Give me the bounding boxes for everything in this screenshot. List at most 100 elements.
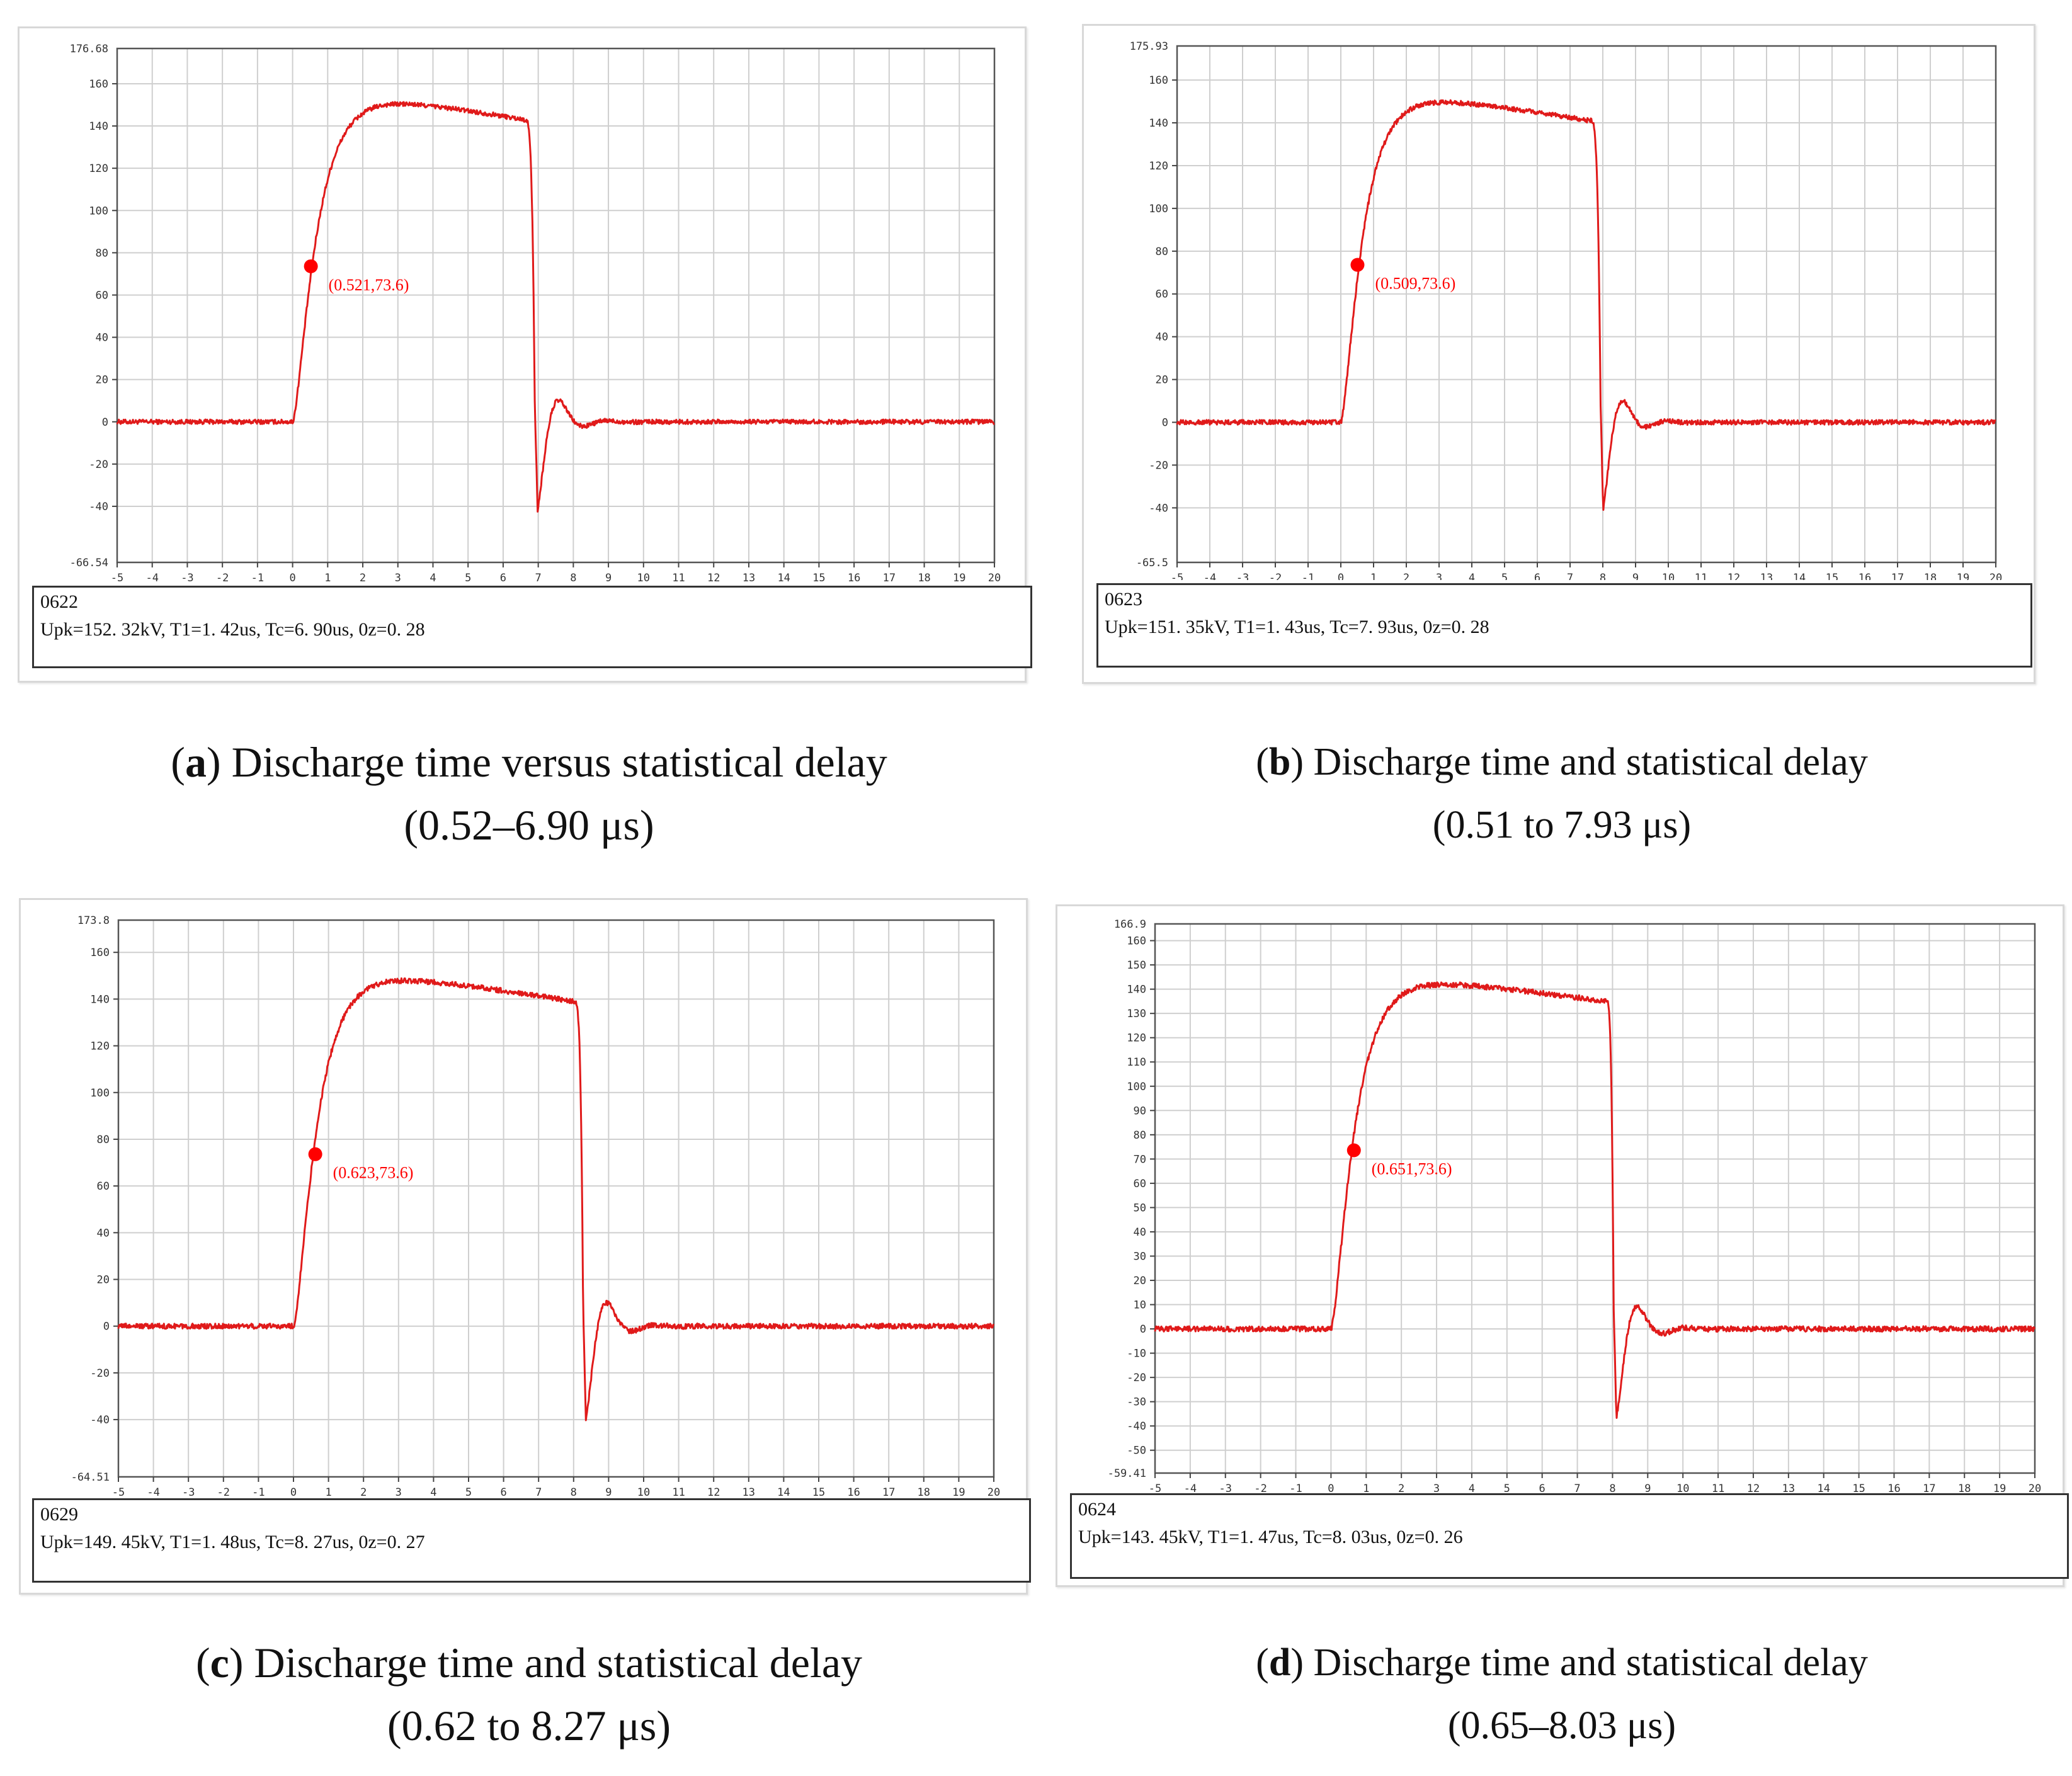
plot-frame-c [117,919,995,1478]
caption-b: (b) Discharge time and statistical delay… [1256,741,1868,846]
marker-label-c: (0.623,73.6) [333,1164,414,1182]
x-tick-label: 10 [1662,572,1675,580]
x-tick-label: 11 [672,572,685,583]
y-tick-label: -10 [1127,1348,1146,1360]
x-tick-label: 20 [988,572,1001,583]
y-tick-label: 0 [103,1321,110,1333]
chart-c: -5 -4 -3 -2 -1 0 1 2 3 4 5 6 7 8 9 10 11 12 13 14 15 16 17 18 19… [71,914,1001,1497]
x-tick-label: 17 [1923,1483,1935,1492]
x-tick-label: 3 [395,572,401,583]
y-tick-label: 20 [1156,374,1168,387]
x-tick-label: 15 [812,1486,825,1497]
marker-label-a: (0.521,73.6) [329,276,409,294]
x-tick-label: 5 [465,572,471,583]
x-tick-label: 2 [360,572,366,583]
x-tick-label: 11 [1695,572,1707,580]
y-tick-label: 120 [1149,160,1168,173]
panel-d: -5 -4 -3 -2 -1 0 1 2 3 4 5 6 7 8 9 10 11 12 13 14 15 16 17 18 19… [1056,904,2069,1587]
x-tick-label: 5 [1504,1483,1510,1492]
x-tick-label: 20 [2029,1483,2041,1492]
y-min-label: -65.5 [1136,557,1168,569]
record-id-a: 0622 [40,591,78,612]
caption-b-text: Discharge time and statistical delay [1313,741,1868,783]
y-tick-label: -40 [1149,502,1168,515]
y-min-label: -59.41 [1108,1467,1146,1480]
y-tick-label: 0 [1140,1323,1146,1336]
x-tick-label: -3 [1219,1483,1232,1492]
params-b: Upk=151. 35kV, T1=1. 43us, Tc=7. 93us, 0… [1105,617,1489,637]
grid-d [1154,924,2035,1473]
y-tick-label: 120 [89,162,108,175]
caption-a-range: (0.52–6.90 μs) [404,801,654,849]
caption-a: (a) Discharge time versus statistical de… [171,738,887,849]
x-tick-label: 4 [430,572,436,583]
grid-b [1176,46,1996,562]
caption-d-text: Discharge time and statistical delay [1313,1641,1868,1684]
x-tick-label: 14 [777,572,790,583]
y-tick-label: 20 [1134,1275,1146,1287]
x-tick-label: -5 [111,572,123,583]
x-tick-label: 6 [500,572,506,583]
axes-c: -5 -4 -3 -2 -1 0 1 2 3 4 5 6 7 8 9 10 11 12 13 14 15 16 17 18 19… [71,914,1001,1497]
y-tick-label: 20 [96,374,108,387]
y-tick-label: 20 [97,1274,110,1287]
x-tick-label: -5 [1149,1483,1161,1492]
waveform-trace-a [116,101,995,513]
x-tick-label: 7 [535,1486,542,1497]
y-tick-label: 40 [1134,1226,1146,1239]
x-tick-label: 9 [605,1486,612,1497]
params-c: Upk=149. 45kV, T1=1. 48us, Tc=8. 27us, 0… [40,1532,425,1552]
y-tick-label: 0 [102,416,108,429]
x-tick-label: 9 [605,572,612,583]
y-tick-label: 100 [90,1087,110,1100]
y-tick-label: 60 [1156,288,1168,301]
y-tick-label: 130 [1127,1008,1146,1020]
y-tick-label: 60 [96,289,108,302]
x-tick-label: 8 [571,1486,577,1497]
waveform-trace-b [1176,99,1996,511]
y-tick-label: 120 [90,1040,110,1053]
x-tick-label: -4 [1184,1483,1197,1492]
plot-frame-d [1154,923,2036,1474]
x-tick-label: 1 [1370,572,1377,580]
y-tick-label: 160 [89,78,108,91]
record-id-c: 0629 [40,1504,78,1525]
caption-c-label: c [210,1639,229,1687]
x-tick-label: 14 [1793,572,1806,580]
x-tick-label: 12 [1728,572,1740,580]
x-tick-label: 3 [396,1486,402,1497]
y-tick-label: 60 [97,1180,110,1193]
x-tick-label: -1 [251,572,264,583]
y-tick-label: -40 [1127,1420,1146,1433]
x-tick-label: -2 [1254,1483,1267,1492]
x-tick-label: 1 [324,572,331,583]
x-tick-label: 18 [1924,572,1937,580]
x-tick-label: 18 [918,1486,930,1497]
y-max-label: 173.8 [77,914,110,927]
x-tick-label: 11 [672,1486,685,1497]
x-tick-label: -4 [147,1486,159,1497]
x-tick-label: -1 [252,1486,265,1497]
marker-label-d: (0.651,73.6) [1372,1159,1452,1178]
x-tick-label: 4 [1469,1483,1475,1492]
panel-c: -5 -4 -3 -2 -1 0 1 2 3 4 5 6 7 8 9 10 11 12 13 14 15 16 17 18 19… [19,898,1031,1595]
caption-b-range: (0.51 to 7.93 μs) [1432,804,1692,846]
x-tick-label: 20 [988,1486,1000,1497]
info-box-c: 0629 Upk=149. 45kV, T1=1. 48us, Tc=8. 27… [32,1498,1031,1583]
x-tick-label: 14 [777,1486,790,1497]
x-tick-label: -1 [1302,572,1314,580]
chart-b: -5 -4 -3 -2 -1 0 1 2 3 4 5 6 7 8 9 10 11 12 13 14 15 16 17 18 19… [1130,40,2003,580]
y-min-label: -64.51 [71,1471,110,1484]
x-tick-label: 10 [1676,1483,1689,1492]
y-tick-label: 150 [1127,959,1146,972]
y-max-label: 175.93 [1130,40,1168,53]
x-tick-label: 18 [1958,1483,1971,1492]
waveform-trace-c [117,977,994,1421]
x-tick-label: 0 [289,572,295,583]
x-tick-label: 4 [1469,572,1475,580]
caption-d: (d) Discharge time and statistical delay… [1256,1641,1868,1747]
x-tick-label: -2 [217,1486,230,1497]
axes-b: -5 -4 -3 -2 -1 0 1 2 3 4 5 6 7 8 9 10 11 12 13 14 15 16 17 18 19… [1130,40,2003,580]
x-tick-label: -1 [1289,1483,1302,1492]
x-tick-label: 19 [953,572,965,583]
